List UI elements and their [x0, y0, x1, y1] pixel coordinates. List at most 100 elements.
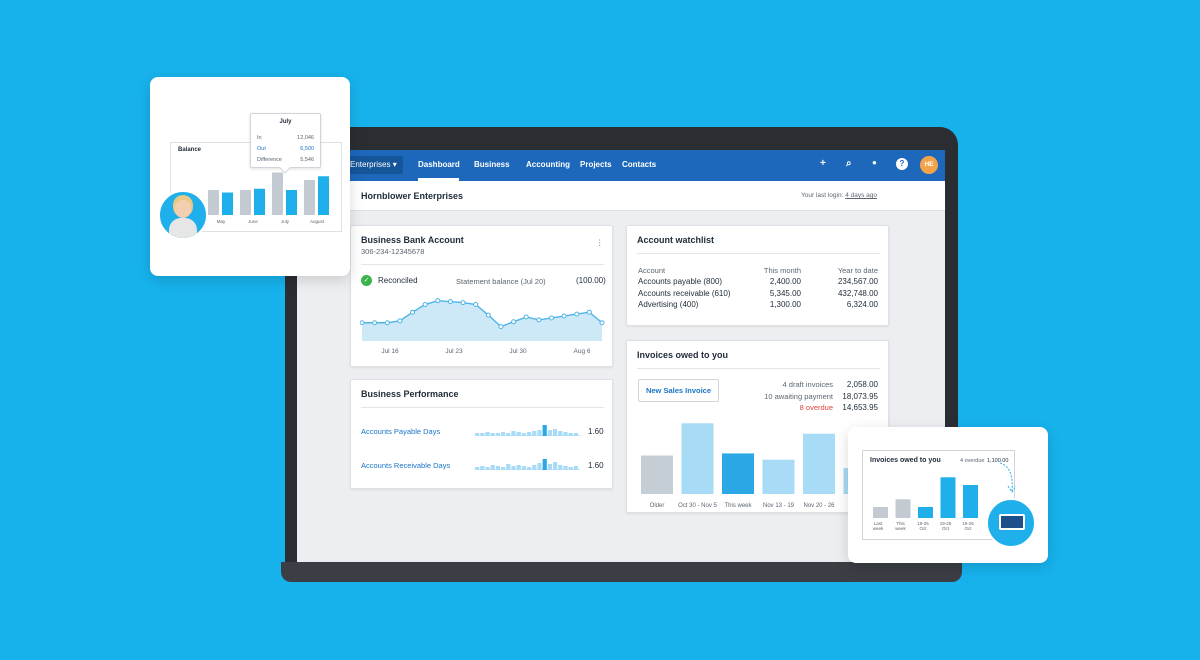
sparkline-bar — [475, 467, 480, 470]
org-name[interactable]: Enterprises — [350, 160, 391, 169]
statement: Statement balance (Jul 20) — [456, 277, 546, 286]
x-tick-label: August — [309, 219, 324, 224]
notifications-icon[interactable]: ● — [872, 158, 877, 167]
navbar — [297, 150, 945, 181]
sparkline-bar — [573, 433, 578, 436]
balance-bar — [318, 176, 329, 215]
new-invoice-button[interactable]: New Sales Invoice — [638, 379, 719, 402]
bank-area — [362, 300, 602, 341]
column-header: Year to date — [837, 266, 878, 275]
column-header: Account — [638, 266, 666, 275]
sparkline-bar — [506, 464, 511, 470]
bank-point — [561, 313, 567, 319]
sparkline-bar — [521, 466, 526, 470]
tooltip-title: July — [279, 119, 292, 125]
sparkline-bar — [485, 467, 490, 470]
balance-bar — [304, 180, 315, 215]
x-tick-label: May — [216, 219, 226, 224]
metric-label[interactable]: Accounts Payable Days — [361, 427, 441, 436]
invoice-bar — [803, 433, 835, 494]
tooltip-label: Out — [257, 146, 266, 152]
bank-point — [548, 315, 554, 321]
metric-label[interactable]: Accounts Receivable Days — [361, 461, 451, 470]
tooltip-label: Difference — [257, 157, 282, 163]
sparkline-bar — [527, 467, 532, 470]
performance-title: Business Performance — [361, 389, 459, 399]
avatar[interactable]: HE — [920, 156, 938, 174]
bank-point — [473, 302, 479, 308]
x-tick-label: 19-25 Oct — [917, 521, 929, 531]
nav-item[interactable]: Contacts — [622, 160, 657, 169]
balance-bar — [240, 190, 251, 215]
invoices-card: Invoices owed to you New Sales Invoice 4… — [626, 340, 889, 513]
divider — [637, 368, 880, 369]
x-tick-label: Oct 30 - Nov 5 — [678, 503, 717, 509]
watchlist-cell: 234,567.00 — [837, 277, 878, 286]
laptop-base — [281, 562, 962, 582]
balance-bar — [286, 190, 297, 215]
org-switcher[interactable]: Enterprises ▾ — [345, 156, 403, 174]
bank-point — [485, 312, 491, 318]
watchlist-cell: 2,400.00 — [769, 277, 801, 286]
watchlist-cell: 6,324.00 — [846, 300, 878, 309]
help-icon[interactable]: ? — [896, 158, 908, 170]
divider — [361, 407, 604, 408]
nav-item[interactable]: Projects — [580, 160, 612, 169]
column-header: This month — [763, 266, 801, 275]
x-tick-label: 19-25 Oct — [939, 521, 952, 531]
bank-point — [498, 324, 504, 330]
balance: (100.00) — [576, 276, 606, 285]
x-tick-label: June — [248, 219, 258, 224]
more-icon[interactable]: ⋮ — [596, 238, 604, 247]
search-icon[interactable]: ⌕ — [846, 158, 852, 169]
sparkline-bar — [532, 431, 537, 436]
sparkline-bar — [495, 433, 500, 436]
tooltip-value: 5,546 — [300, 157, 314, 163]
bank-point — [586, 309, 592, 315]
bank-point — [599, 320, 605, 326]
last-login-link[interactable]: 4 days ago — [845, 192, 878, 199]
x-tick-label: This week — [895, 521, 906, 531]
summary-value: 18,073.95 — [842, 391, 878, 401]
bank-card: Business Bank Account 306-234-12345678 ⋮… — [350, 225, 613, 367]
add-icon[interactable]: + — [820, 158, 826, 169]
button-label[interactable]: New Sales Invoice — [645, 386, 712, 395]
invoices-title: Invoices owed to you — [637, 350, 729, 360]
arrow-line — [999, 462, 1017, 493]
icon-box — [999, 514, 1025, 530]
sparkline-bar — [521, 433, 526, 436]
sparkline-bar — [568, 433, 573, 436]
bank-point — [574, 311, 580, 317]
last-login-label: Your last login: — [801, 192, 844, 199]
summary-label: 8 overdue — [799, 403, 833, 412]
sparkline-bar — [553, 462, 558, 470]
overdue-amount: 1,100.00 — [987, 458, 1009, 464]
overdue-overlay: Invoices owed to you 4 overdue 1,100.00 … — [848, 427, 1048, 563]
tooltip-label: In — [257, 135, 262, 141]
nav-item[interactable]: Business — [474, 160, 510, 169]
bank-point — [536, 317, 542, 323]
overdue-bar — [918, 507, 933, 518]
x-tick-label: Older — [650, 503, 665, 509]
summary-label: 4 draft invoices — [782, 380, 833, 389]
watchlist-cell: Accounts receivable (610) — [638, 288, 731, 298]
x-tick-label: Nov 13 - 19 — [763, 503, 795, 509]
bank-point — [410, 309, 416, 315]
tooltip-value: 12,046 — [297, 135, 314, 141]
bank-point — [523, 314, 529, 320]
sparkline — [475, 425, 580, 436]
x-tick-label: 19-25 Oct — [962, 521, 974, 531]
nav-item[interactable]: Accounting — [526, 160, 570, 169]
reconciled-icon: ✓ — [361, 275, 372, 286]
sparkline-bar — [480, 433, 485, 436]
x-tick-label: Aug 6 — [574, 348, 591, 355]
watchlist-cell: 1,300.00 — [769, 300, 801, 309]
sparkline-bar — [475, 433, 480, 436]
nav-item[interactable]: Dashboard — [418, 160, 460, 169]
watchlist-cell: 5,345.00 — [769, 288, 801, 298]
sparkline-bar — [506, 433, 511, 436]
invoice-bar — [681, 423, 714, 494]
overdue-bar — [963, 485, 978, 518]
x-tick-label: This week — [724, 503, 752, 509]
sparkline-bar — [490, 433, 495, 436]
